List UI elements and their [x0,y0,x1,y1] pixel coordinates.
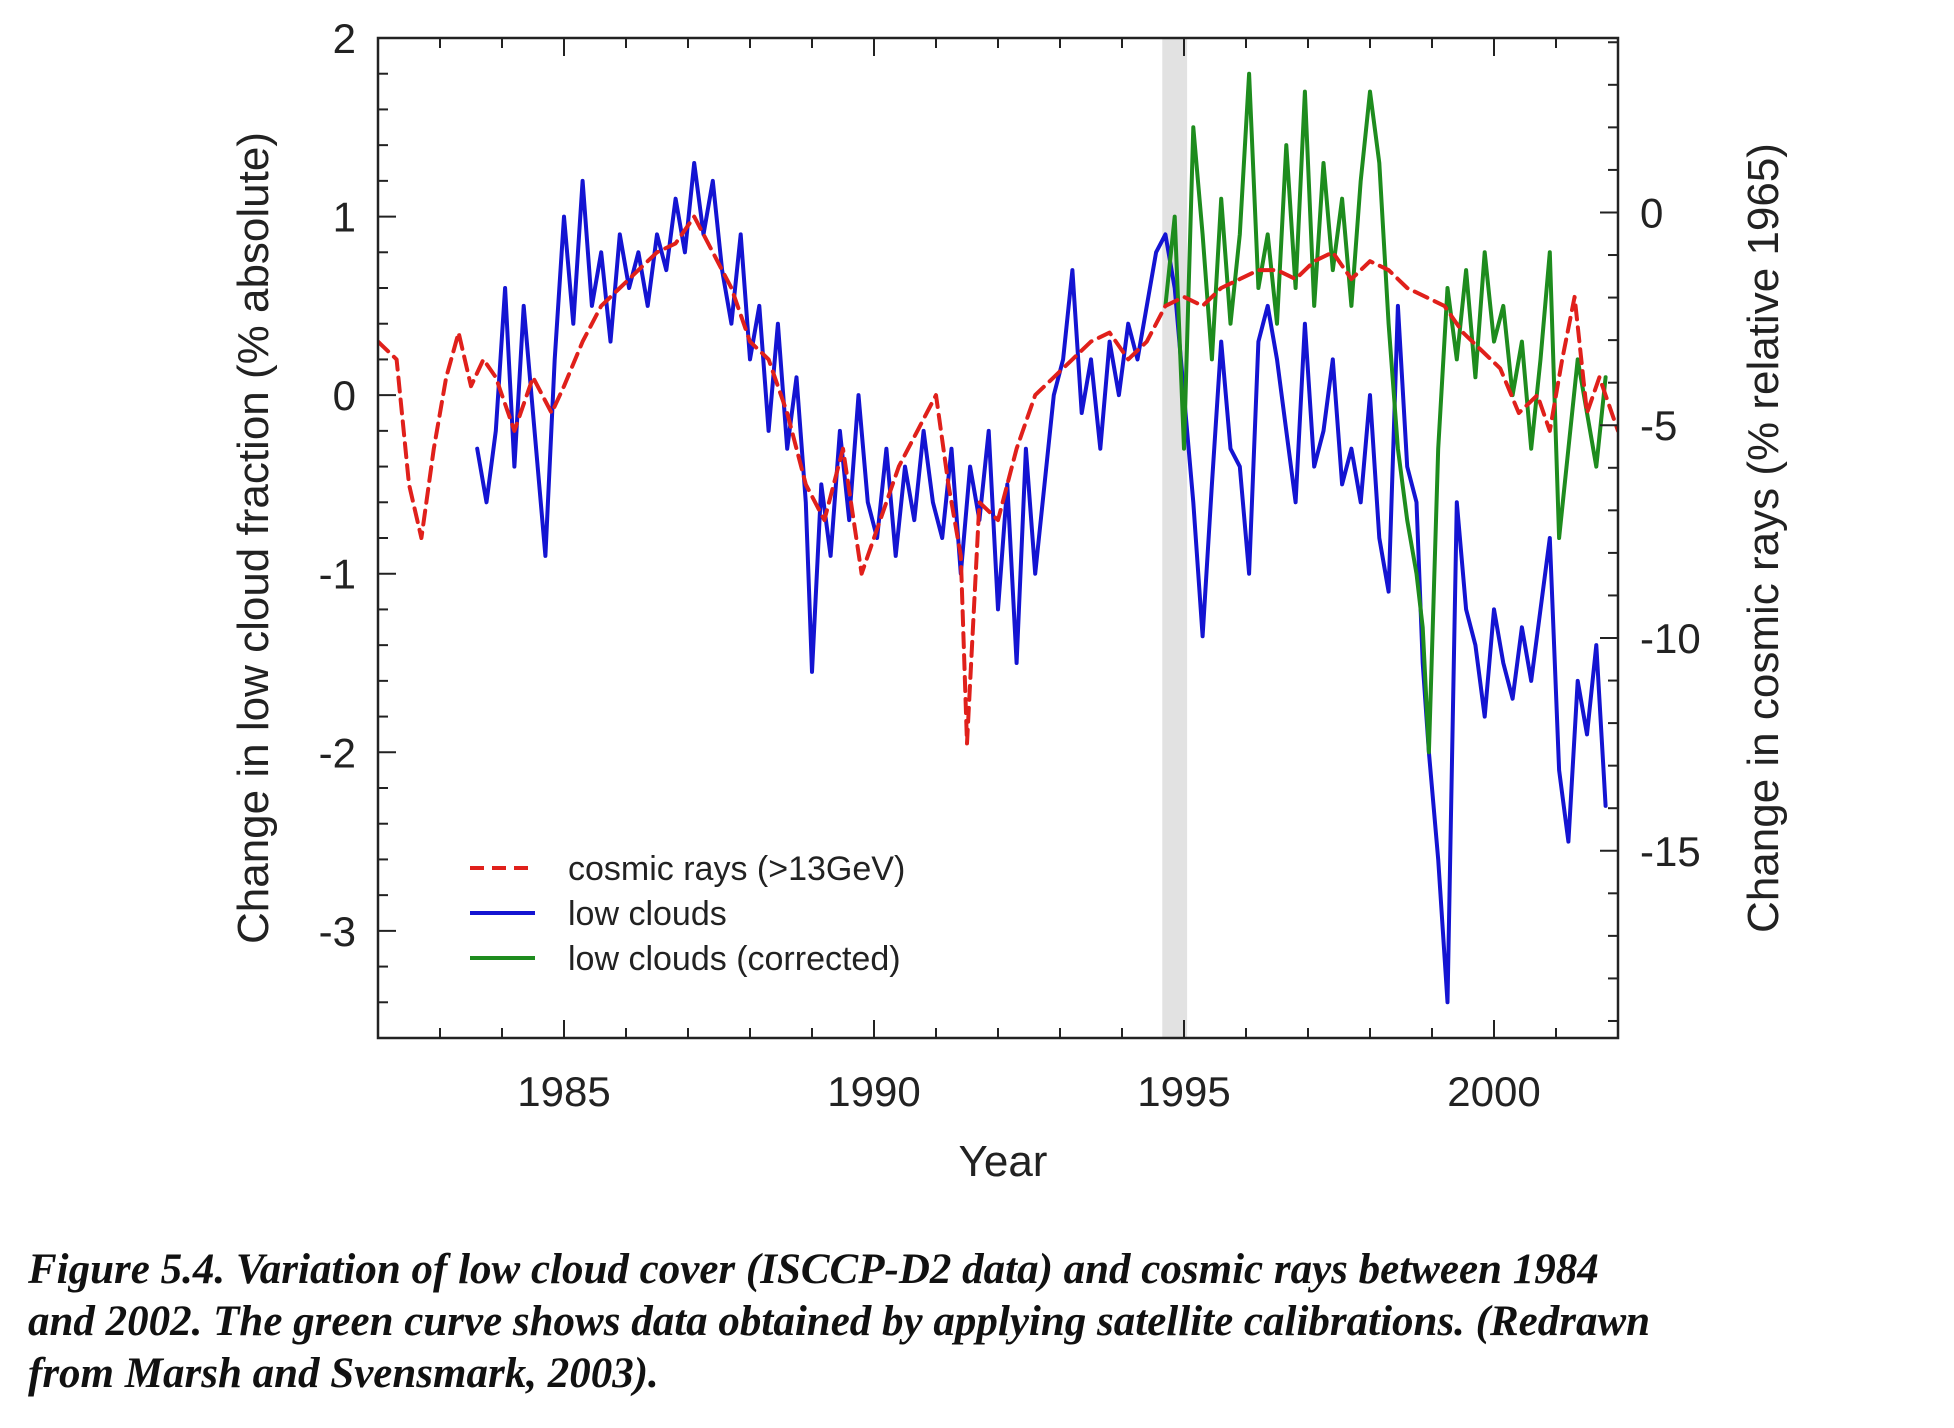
x-axis-title: Year [959,1137,1048,1186]
legend-label-low-clouds-corrected: low clouds (corrected) [568,940,901,978]
y2-tick-label: 0 [1640,189,1663,236]
caption-line-1: Figure 5.4. Variation of low cloud cover… [28,1246,1599,1293]
caption-line-2: and 2002. The green curve shows data obt… [28,1298,1651,1345]
x-tick-label: 1995 [1137,1068,1230,1115]
plot-background [378,38,1618,1038]
plot-frame [376,36,1620,1040]
y-tick-label: -1 [319,551,356,598]
legend-label-cosmic-rays: cosmic rays (>13GeV) [568,850,905,888]
x-tick-label: 1985 [517,1068,610,1115]
y-tick-label: -2 [319,729,356,776]
shaded-band [1162,38,1188,1038]
y-axis-title: Change in low cloud fraction (% absolute… [229,132,278,944]
x-tick-label: 1990 [827,1068,920,1115]
x-tick-label: 2000 [1447,1068,1540,1115]
y-tick-label: 0 [333,372,356,419]
series-line-low-clouds-corrected [1163,71,1608,755]
y2-tick-label: -15 [1640,828,1701,875]
caption-line-3: from Marsh and Svensmark, 2003). [28,1350,659,1397]
y-tick-label: 1 [333,194,356,241]
series-line-cosmic-rays [378,214,1618,746]
legend: cosmic rays (>13GeV) low clouds low clou… [470,850,905,978]
y-tick-label: 2 [333,15,356,62]
y2-tick-label: -5 [1640,402,1677,449]
y2-axis-title: Change in cosmic rays (% relative 1965) [1739,143,1788,933]
legend-label-low-clouds: low clouds [568,895,727,933]
figure-caption: Figure 5.4. Variation of low cloud cover… [28,1244,1928,1400]
y-tick-label: -3 [319,908,356,955]
y2-tick-label: -10 [1640,615,1701,662]
series-line-low-clouds [475,161,1608,1005]
